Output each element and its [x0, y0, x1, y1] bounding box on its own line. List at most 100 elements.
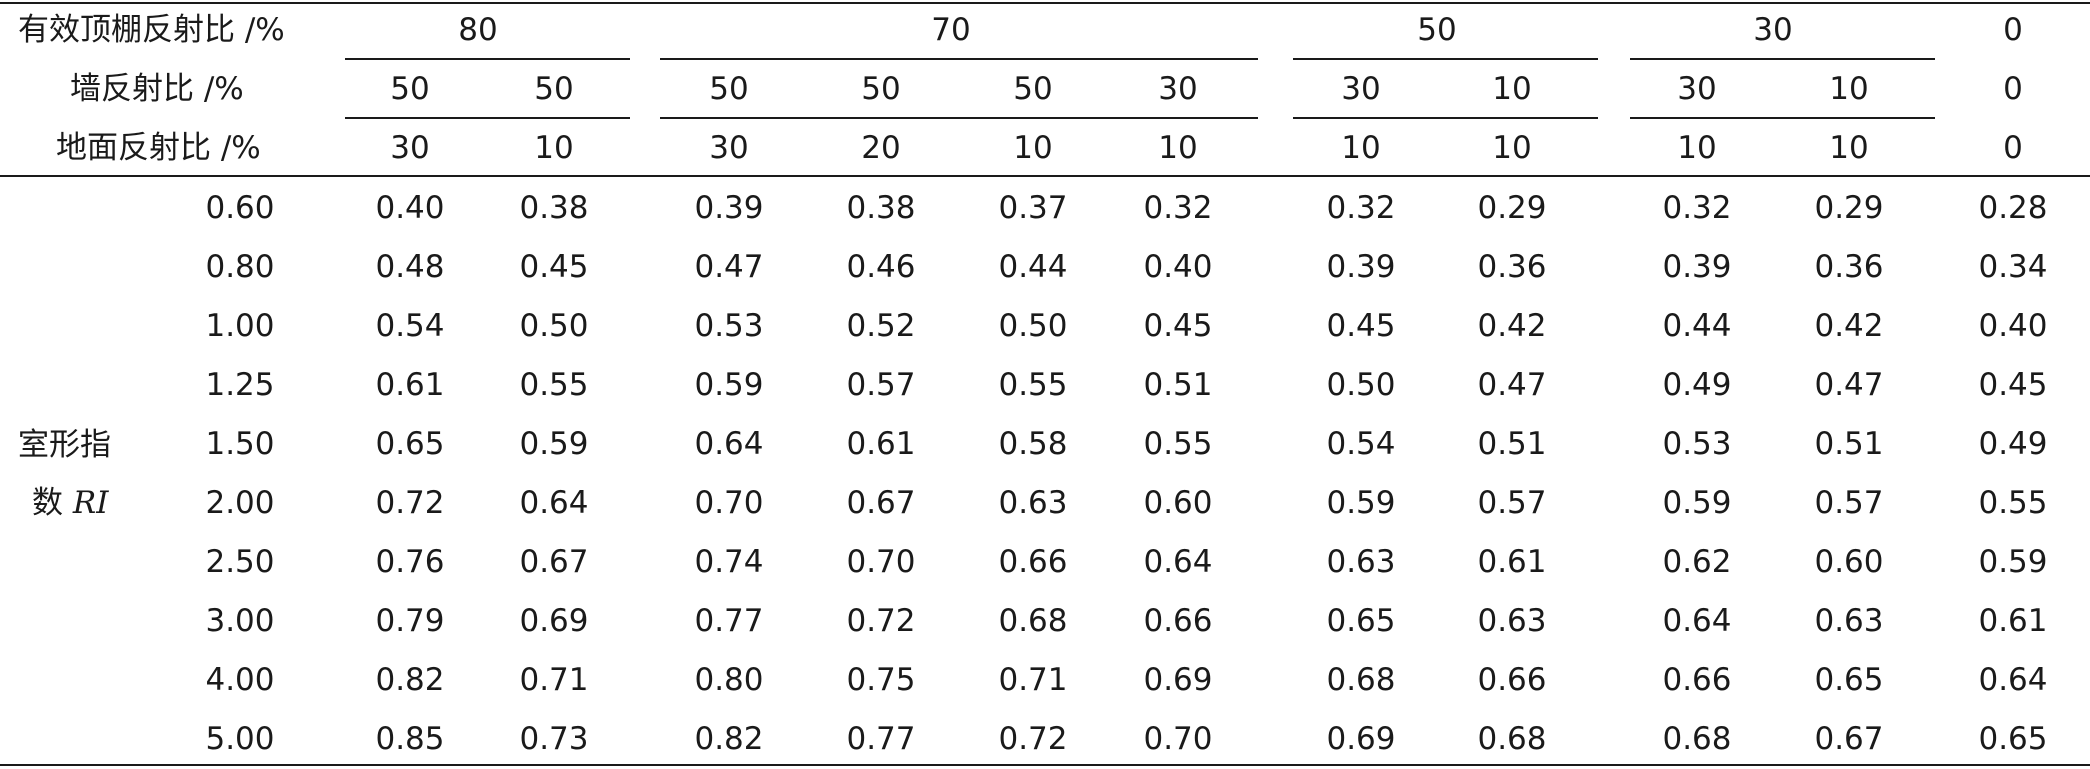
utilization-value: 0.39: [694, 190, 764, 226]
utilization-value: 0.85: [375, 721, 445, 757]
utilization-value: 0.61: [1978, 603, 2048, 639]
utilization-value: 0.66: [998, 544, 1068, 580]
utilization-value: 0.54: [1326, 426, 1396, 462]
utilization-value: 0.72: [998, 721, 1068, 757]
wall-reflectance-value: 50: [861, 71, 901, 107]
utilization-value: 0.65: [1814, 662, 1884, 698]
utilization-value: 0.69: [1143, 662, 1213, 698]
utilization-value: 0.39: [1662, 249, 1732, 285]
group-underline: [1630, 117, 1935, 119]
utilization-value: 0.68: [998, 603, 1068, 639]
wall-reflectance-value: 10: [1829, 71, 1869, 107]
floor-reflectance-value: 10: [1829, 130, 1869, 166]
ceiling-group-header: 80: [458, 12, 498, 48]
ceiling-group-header: 0: [2003, 12, 2023, 48]
utilization-value: 0.55: [998, 367, 1068, 403]
room-index-value: 1.00: [205, 308, 275, 344]
utilization-value: 0.50: [519, 308, 589, 344]
ceiling-group-header: 70: [931, 12, 971, 48]
ceiling-group-header: 30: [1753, 12, 1793, 48]
table-top-rule: [0, 2, 2090, 4]
room-index-value: 1.25: [205, 367, 275, 403]
utilization-value: 0.61: [375, 367, 445, 403]
utilization-value: 0.67: [1814, 721, 1884, 757]
utilization-value: 0.57: [846, 367, 916, 403]
utilization-value: 0.54: [375, 308, 445, 344]
utilization-value: 0.71: [519, 662, 589, 698]
utilization-value: 0.57: [1477, 485, 1547, 521]
utilization-value: 0.69: [519, 603, 589, 639]
utilization-value: 0.68: [1326, 662, 1396, 698]
utilization-value: 0.64: [1978, 662, 2048, 698]
utilization-value: 0.72: [846, 603, 916, 639]
utilization-value: 0.67: [846, 485, 916, 521]
utilization-value: 0.59: [694, 367, 764, 403]
utilization-value: 0.59: [519, 426, 589, 462]
utilization-value: 0.40: [1143, 249, 1213, 285]
utilization-value: 0.29: [1814, 190, 1884, 226]
header-bottom-rule: [0, 175, 2090, 177]
utilization-value: 0.39: [1326, 249, 1396, 285]
utilization-value: 0.55: [1978, 485, 2048, 521]
room-index-value: 4.00: [205, 662, 275, 698]
group-underline: [660, 117, 1258, 119]
wall-reflectance-value: 50: [1013, 71, 1053, 107]
utilization-value: 0.45: [1326, 308, 1396, 344]
utilization-value: 0.44: [998, 249, 1068, 285]
utilization-value: 0.68: [1662, 721, 1732, 757]
utilization-value: 0.45: [1978, 367, 2048, 403]
ceiling-group-header: 50: [1417, 12, 1457, 48]
utilization-value: 0.61: [846, 426, 916, 462]
utilization-value: 0.47: [694, 249, 764, 285]
utilization-value: 0.47: [1477, 367, 1547, 403]
wall-reflectance-value: 0: [2003, 71, 2023, 107]
wall-reflectance-value: 50: [534, 71, 574, 107]
group-underline: [345, 58, 630, 60]
utilization-value: 0.42: [1814, 308, 1884, 344]
utilization-value: 0.62: [1662, 544, 1732, 580]
room-index-value: 2.00: [205, 485, 275, 521]
wall-reflectance-value: 10: [1492, 71, 1532, 107]
floor-reflectance-value: 10: [1341, 130, 1381, 166]
room-index-value: 5.00: [205, 721, 275, 757]
utilization-value: 0.75: [846, 662, 916, 698]
utilization-value: 0.28: [1978, 190, 2048, 226]
utilization-value: 0.71: [998, 662, 1068, 698]
floor-reflectance-value: 10: [1013, 130, 1053, 166]
utilization-value: 0.51: [1814, 426, 1884, 462]
room-index-value: 0.80: [205, 249, 275, 285]
utilization-value: 0.65: [1978, 721, 2048, 757]
utilization-value: 0.82: [694, 721, 764, 757]
utilization-value: 0.77: [694, 603, 764, 639]
wall-reflectance-value: 30: [1677, 71, 1717, 107]
floor-reflectance-value: 30: [390, 130, 430, 166]
utilization-value: 0.40: [375, 190, 445, 226]
utilization-value: 0.59: [1326, 485, 1396, 521]
utilization-value: 0.64: [519, 485, 589, 521]
utilization-value: 0.70: [694, 485, 764, 521]
room-index-value: 1.50: [205, 426, 275, 462]
utilization-value: 0.42: [1477, 308, 1547, 344]
group-underline: [1293, 117, 1598, 119]
floor-reflectance-label: 地面反射比 /%: [56, 130, 261, 166]
wall-reflectance-label: 墙反射比 /%: [70, 71, 244, 107]
utilization-value: 0.53: [1662, 426, 1732, 462]
utilization-value: 0.49: [1978, 426, 2048, 462]
floor-reflectance-value: 10: [1158, 130, 1198, 166]
floor-reflectance-value: 30: [709, 130, 749, 166]
utilization-value: 0.58: [998, 426, 1068, 462]
utilization-value: 0.38: [519, 190, 589, 226]
floor-reflectance-value: 0: [2003, 130, 2023, 166]
utilization-value: 0.29: [1477, 190, 1547, 226]
utilization-value: 0.55: [1143, 426, 1213, 462]
utilization-value: 0.60: [1814, 544, 1884, 580]
utilization-value: 0.64: [1662, 603, 1732, 639]
utilization-value: 0.45: [1143, 308, 1213, 344]
utilization-value: 0.65: [375, 426, 445, 462]
utilization-value: 0.69: [1326, 721, 1396, 757]
utilization-value: 0.68: [1477, 721, 1547, 757]
utilization-value: 0.48: [375, 249, 445, 285]
utilization-value: 0.57: [1814, 485, 1884, 521]
utilization-value: 0.59: [1662, 485, 1732, 521]
room-index-symbol: RI: [72, 485, 109, 521]
